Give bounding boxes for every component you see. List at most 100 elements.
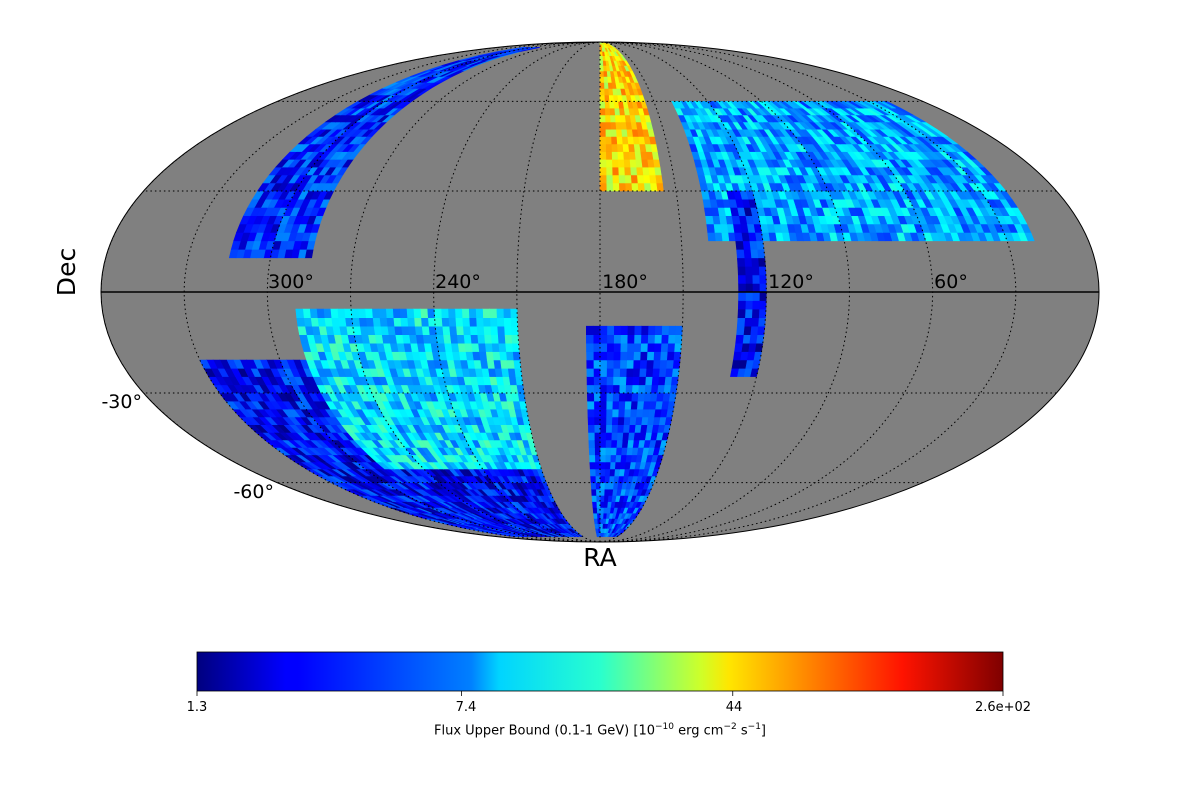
flux-cell [674, 334, 683, 344]
flux-cell [736, 317, 746, 327]
flux-cell [599, 151, 607, 160]
flux-cell [509, 308, 518, 319]
flux-cell [614, 461, 621, 470]
flux-cell [742, 240, 751, 250]
flux-cell [751, 274, 760, 284]
flux-cell [461, 308, 470, 319]
flux-cell [634, 416, 643, 426]
colorbar-tick-label: 44 [725, 700, 743, 715]
flux-cell [730, 367, 739, 377]
flux-cell [634, 159, 643, 168]
flux-cell [613, 342, 621, 352]
flux-cell [604, 461, 611, 470]
flux-cell [608, 101, 615, 109]
flux-cell [615, 128, 623, 137]
flux-cell [734, 342, 743, 352]
flux-cell [626, 325, 635, 336]
flux-cell [758, 291, 767, 301]
flux-cell [644, 376, 653, 386]
flux-cell [599, 174, 607, 184]
flux-cell [743, 249, 752, 259]
flux-cell [635, 408, 644, 418]
flux-cell [468, 317, 477, 327]
flux-cell [433, 308, 442, 319]
flux-cell [606, 342, 614, 352]
flux-cell [609, 121, 617, 130]
flux-cell [475, 308, 484, 319]
flux-cell [605, 136, 612, 145]
flux-cell [510, 334, 519, 344]
flux-cell [647, 325, 656, 336]
flux-cell [603, 501, 608, 508]
flux-cell [591, 495, 597, 502]
flux-cell [744, 265, 753, 276]
flux-cell [758, 274, 767, 284]
flux-cell [590, 482, 597, 490]
flux-cell [485, 351, 494, 361]
flux-cell [607, 488, 614, 496]
flux-cell [599, 454, 606, 463]
flux-cell [756, 249, 766, 259]
flux-cell [613, 325, 621, 336]
flux-cell [621, 432, 630, 441]
flux-cell [599, 166, 607, 176]
flux-cell [469, 334, 479, 344]
flux-cell [482, 317, 491, 327]
flux-cell [484, 342, 493, 352]
flux-cell [420, 317, 429, 327]
flux-cell [599, 384, 607, 394]
flux-cell [593, 392, 601, 402]
flux-cell [610, 447, 617, 456]
flux-cell [674, 325, 683, 336]
flux-cell [379, 317, 388, 327]
flux-cell [610, 136, 618, 145]
flux-cell [738, 283, 746, 293]
flux-cell [609, 454, 617, 463]
y-axis-label: Dec [52, 248, 81, 296]
flux-cell [599, 367, 607, 377]
flux-cell [640, 334, 649, 344]
flux-cell [646, 351, 655, 361]
flux-cell [419, 308, 429, 319]
flux-cell [434, 317, 443, 327]
flux-cell [605, 384, 614, 394]
colorbar-tick-label: 7.4 [455, 700, 477, 715]
flux-cell [731, 215, 741, 225]
flux-cell [295, 308, 304, 319]
flux-cell [588, 432, 595, 441]
flux-cell [599, 424, 607, 433]
flux-cell [748, 240, 758, 250]
flux-cell [454, 308, 463, 319]
flux-cell [653, 342, 662, 352]
flux-cell [406, 308, 415, 319]
flux-cell [615, 447, 623, 456]
flux-cell [619, 351, 628, 361]
flux-cell [663, 384, 672, 394]
flux-cell [593, 408, 601, 418]
flux-cell [620, 334, 628, 344]
flux-cell [745, 291, 753, 301]
flux-cell [606, 325, 615, 336]
flux-cell [623, 416, 631, 426]
flux-cell [605, 416, 613, 426]
flux-cell [658, 367, 667, 377]
flux-cell [646, 342, 655, 352]
flux-cell [666, 351, 675, 361]
flux-cell [602, 70, 608, 77]
flux-cell [495, 308, 504, 319]
flux-cell [750, 257, 759, 267]
flux-cell [599, 182, 607, 192]
flux-cell [475, 317, 484, 327]
flux-cell [199, 359, 212, 369]
region-north-east-patch [671, 101, 1035, 242]
flux-cell [482, 325, 492, 336]
flux-cell [448, 325, 457, 336]
flux-cell [642, 174, 651, 184]
flux-cell [608, 475, 615, 483]
flux-cell [626, 342, 635, 352]
flux-cell [350, 308, 360, 319]
flux-cell [599, 482, 605, 490]
flux-cell [640, 342, 648, 352]
flux-cell [633, 325, 642, 336]
flux-cell [614, 114, 621, 123]
